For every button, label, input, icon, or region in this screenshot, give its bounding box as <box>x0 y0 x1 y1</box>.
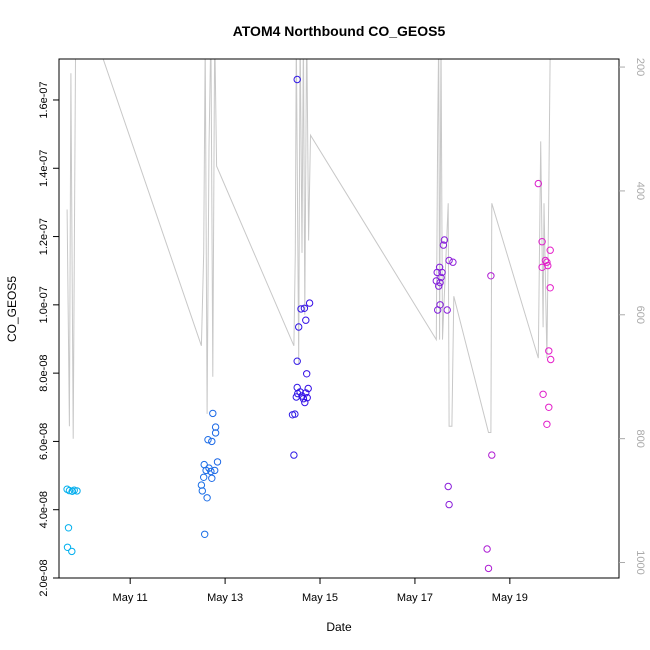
data-point <box>303 370 311 378</box>
x-axis-label: Date <box>326 620 352 634</box>
data-point <box>305 299 314 307</box>
chart-title: ATOM4 Northbound CO_GEOS5 <box>233 23 446 39</box>
data-point <box>63 543 72 551</box>
data-point <box>201 530 209 538</box>
data-point <box>65 486 74 495</box>
plot-frame <box>58 58 620 579</box>
data-point <box>445 500 453 509</box>
data-point <box>207 467 215 476</box>
pressure-line-layer <box>66 59 551 439</box>
data-point <box>73 487 81 495</box>
data-point <box>209 409 217 418</box>
data-point <box>208 474 216 482</box>
x-tick-label: May 11 <box>113 592 148 604</box>
y-tick-label: 1.6e-07 <box>38 81 50 118</box>
right-tick-label: 400 <box>634 182 646 200</box>
data-point <box>197 481 206 489</box>
x-tick-label: May 13 <box>207 592 243 604</box>
data-point <box>438 268 446 277</box>
data-point <box>292 393 300 401</box>
data-point <box>545 347 553 355</box>
data-point <box>436 301 444 309</box>
y-tick-label: 4.0e-08 <box>38 491 50 528</box>
data-point <box>203 494 211 502</box>
data-point <box>68 487 77 495</box>
right-axis: 200 400 600 800 1000 <box>619 58 646 575</box>
data-point <box>70 486 78 494</box>
right-tick-label: 600 <box>634 306 646 324</box>
y-tick-label: 8.0e-08 <box>38 354 50 391</box>
x-tick-label: May 19 <box>492 592 528 604</box>
pressure-line <box>66 59 551 439</box>
data-point <box>546 284 554 292</box>
data-point <box>484 564 493 573</box>
y-tick-label: 1.2e-07 <box>38 218 50 255</box>
data-point <box>443 306 451 314</box>
right-tick-label: 800 <box>634 430 646 448</box>
y-tick-label: 6.0e-08 <box>38 423 50 460</box>
data-point <box>543 420 551 428</box>
data-point <box>302 316 310 324</box>
data-point <box>293 75 301 84</box>
x-tick-label: May 15 <box>302 592 338 604</box>
data-point <box>291 410 299 418</box>
data-point <box>439 241 448 249</box>
y-axis-label: CO_GEOS5 <box>5 276 19 342</box>
data-point <box>208 437 216 446</box>
data-point <box>204 436 212 444</box>
data-point <box>483 545 491 553</box>
data-point <box>543 258 551 266</box>
data-point <box>211 423 220 431</box>
data-point <box>449 258 457 266</box>
x-tick-label: May 17 <box>397 592 433 604</box>
data-point <box>290 451 298 459</box>
data-point <box>200 473 208 481</box>
data-point <box>437 273 445 282</box>
data-point <box>440 236 449 244</box>
data-point <box>444 482 452 491</box>
data-point <box>295 323 303 331</box>
y-tick-label: 2.0e-08 <box>38 559 50 596</box>
data-point <box>300 304 309 312</box>
data-point <box>436 278 444 287</box>
data-point <box>488 451 496 459</box>
data-point <box>546 246 554 254</box>
data-point <box>293 383 301 392</box>
data-point <box>303 394 311 402</box>
x-axis: May 11 May 13 May 15 May 17 May 19 <box>113 578 528 604</box>
data-point <box>445 256 453 265</box>
data-point <box>538 238 546 246</box>
data-point <box>68 547 76 556</box>
data-point <box>304 384 312 393</box>
data-point <box>544 261 552 270</box>
data-point <box>211 429 220 437</box>
data-point <box>534 179 542 188</box>
data-point <box>64 524 73 532</box>
data-point <box>211 466 219 475</box>
data-point <box>302 389 310 397</box>
y-axis: 2.0e-08 4.0e-08 6.0e-08 8.0e-08 1.0e-07 1.2e-… <box>38 81 59 597</box>
y-tick-label: 1.4e-07 <box>38 150 50 187</box>
data-point <box>545 403 553 411</box>
data-point <box>213 458 222 466</box>
data-point <box>539 390 547 398</box>
points-layer <box>63 75 555 573</box>
right-tick-label: 200 <box>634 58 646 76</box>
y-tick-label: 1.0e-07 <box>38 286 50 323</box>
data-point <box>435 282 443 290</box>
data-point <box>487 272 495 280</box>
data-point <box>293 357 301 365</box>
right-tick-label: 1000 <box>634 550 646 574</box>
data-point <box>297 305 305 313</box>
data-point <box>198 487 207 495</box>
data-point <box>547 355 555 364</box>
